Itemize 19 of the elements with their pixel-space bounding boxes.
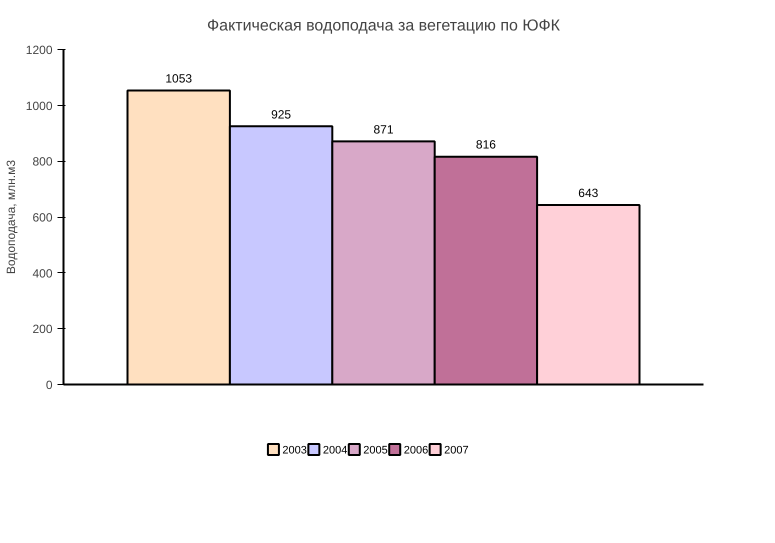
data-label: 925	[271, 107, 292, 122]
y-tick-label: 200	[32, 322, 53, 336]
y-tick-label: 400	[32, 266, 53, 280]
data-label: 1053	[165, 72, 192, 86]
legend-label: 2005	[363, 444, 388, 456]
legend-label: 2006	[404, 444, 428, 456]
legend-label: 2007	[444, 444, 469, 456]
data-label: 816	[476, 138, 496, 152]
chart-title: Фактическая водоподача за вегетацию по ЮФК	[207, 18, 561, 34]
y-tick-label: 800	[32, 154, 53, 169]
y-tick-label: 1000	[26, 98, 53, 113]
legend-label: 2004	[322, 444, 348, 456]
y-tick-label: 0	[46, 378, 53, 392]
y-tick-label: 600	[32, 210, 53, 224]
data-label: 643	[578, 186, 599, 200]
data-label: 871	[373, 122, 394, 136]
y-axis-title: Водоподача, млн.м3	[4, 160, 18, 274]
legend-label: 2003	[282, 444, 307, 456]
y-tick-label: 1200	[26, 43, 53, 57]
